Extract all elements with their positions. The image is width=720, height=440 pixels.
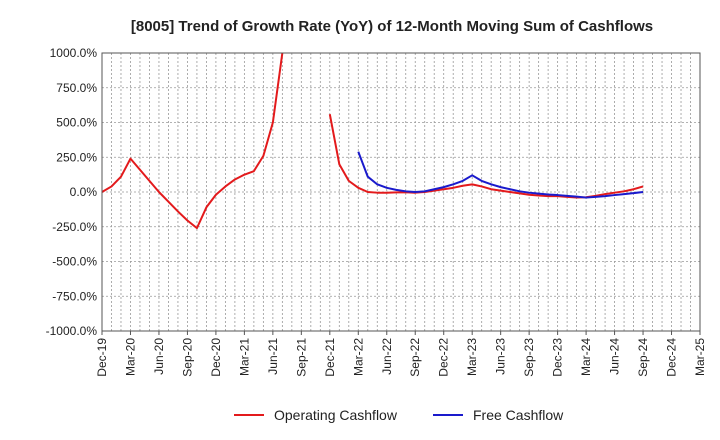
y-tick-label: 250.0% [56, 150, 97, 164]
x-tick-label: Dec-20 [209, 338, 223, 377]
y-tick-label: 750.0% [56, 81, 97, 95]
x-tick-label: Mar-23 [465, 338, 479, 376]
y-tick-label: 0.0% [70, 185, 98, 199]
y-axis: 1000.0% 750.0% 500.0% 250.0% 0.0% -250.0% -500… [46, 46, 98, 338]
y-tick-label: -750.0% [52, 289, 97, 303]
x-tick-label: Sep-21 [294, 338, 308, 377]
y-tick-label: -250.0% [52, 220, 97, 234]
x-axis: Dec-19 Mar-20 Jun-20 Sep-20 Dec-20 Mar-21 Jun-… [95, 331, 707, 377]
x-tick-label: Dec-23 [551, 338, 565, 377]
x-tick-label: Jun-23 [494, 338, 508, 375]
x-tick-label: Dec-21 [323, 338, 337, 377]
series-lines [101, 52, 644, 230]
plot-border [101, 52, 701, 332]
x-tick-label: Sep-23 [522, 338, 536, 377]
x-tick-label: Sep-24 [636, 338, 650, 377]
x-tick-label: Dec-19 [95, 338, 109, 377]
x-tick-label: Mar-21 [237, 338, 251, 376]
x-tick-label: Jun-21 [266, 338, 280, 375]
x-tick-label: Mar-24 [579, 338, 593, 376]
x-tick-label: Mar-25 [693, 338, 707, 376]
x-tick-label: Jun-20 [152, 338, 166, 375]
x-tick-label: Dec-22 [437, 338, 451, 377]
chart-title: [8005] Trend of Growth Rate (YoY) of 12-… [131, 18, 653, 35]
legend-label: Free Cashflow [473, 407, 564, 423]
y-tick-label: 1000.0% [50, 46, 98, 60]
y-tick-label: -500.0% [52, 255, 97, 269]
legend: Operating Cashflow Free Cashflow [234, 407, 564, 423]
x-tick-label: Sep-22 [408, 338, 422, 377]
x-tick-label: Sep-20 [180, 338, 194, 377]
series-line-operating-cashflow [101, 52, 284, 230]
x-tick-label: Mar-20 [123, 338, 137, 376]
x-tick-label: Jun-22 [380, 338, 394, 375]
x-tick-label: Mar-22 [351, 338, 365, 376]
series-line-free-cashflow [357, 151, 644, 199]
y-tick-label: -1000.0% [46, 324, 98, 338]
x-tick-label: Jun-24 [608, 338, 622, 375]
y-tick-label: 500.0% [56, 116, 97, 130]
legend-label: Operating Cashflow [274, 407, 398, 423]
x-tick-label: Dec-24 [665, 338, 679, 377]
